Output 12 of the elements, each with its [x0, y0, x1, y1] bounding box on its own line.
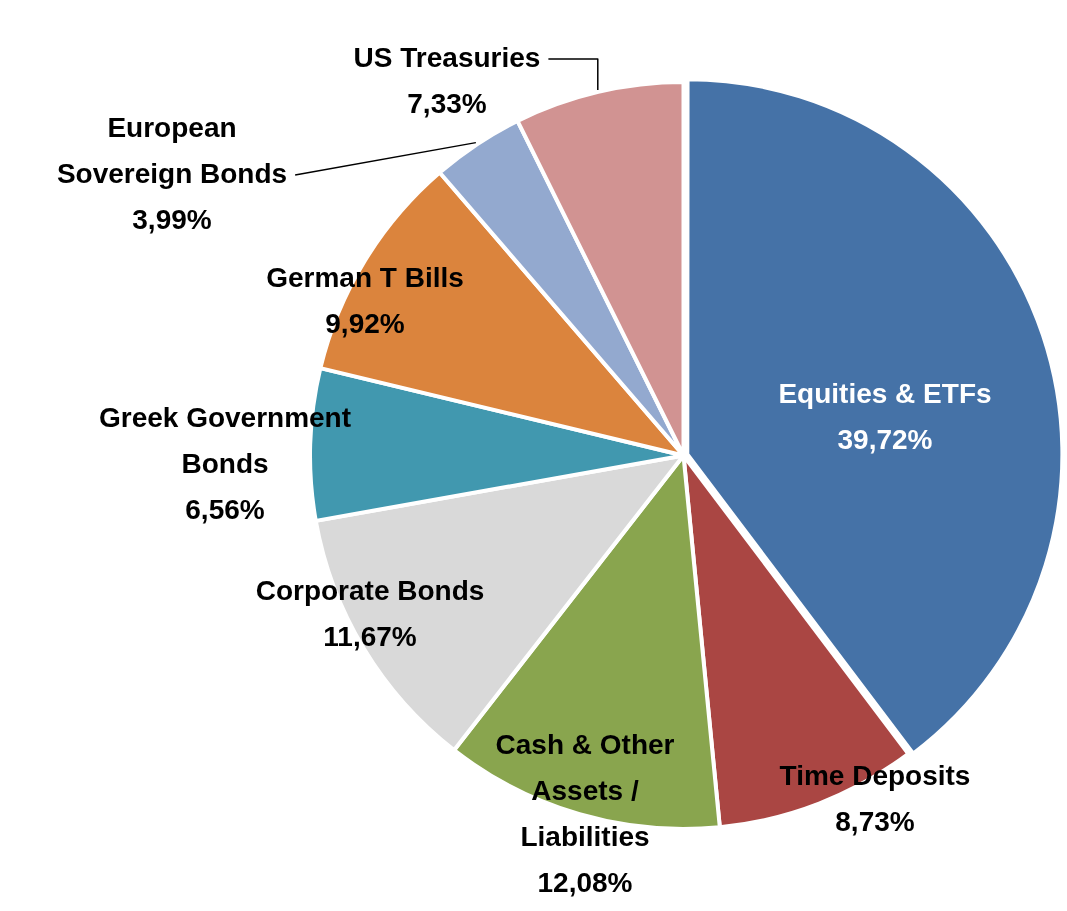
slice-label: Cash & Other Assets / Liabilities: [495, 728, 675, 852]
slice-label: Equities & ETFs: [778, 377, 992, 409]
data-label: 8,73%: [835, 805, 915, 837]
data-label: 6,56%: [185, 493, 265, 525]
data-label: 3,99%: [132, 203, 212, 235]
data-label: 7,33%: [407, 87, 487, 119]
data-label: 12,08%: [537, 866, 633, 898]
slice-label: US Treasuries: [353, 41, 541, 73]
slice-label: Corporate Bonds: [255, 574, 485, 606]
slice-label: European Sovereign Bonds: [56, 111, 288, 189]
data-label: 39,72%: [837, 423, 933, 455]
data-label: 11,67%: [323, 620, 417, 652]
